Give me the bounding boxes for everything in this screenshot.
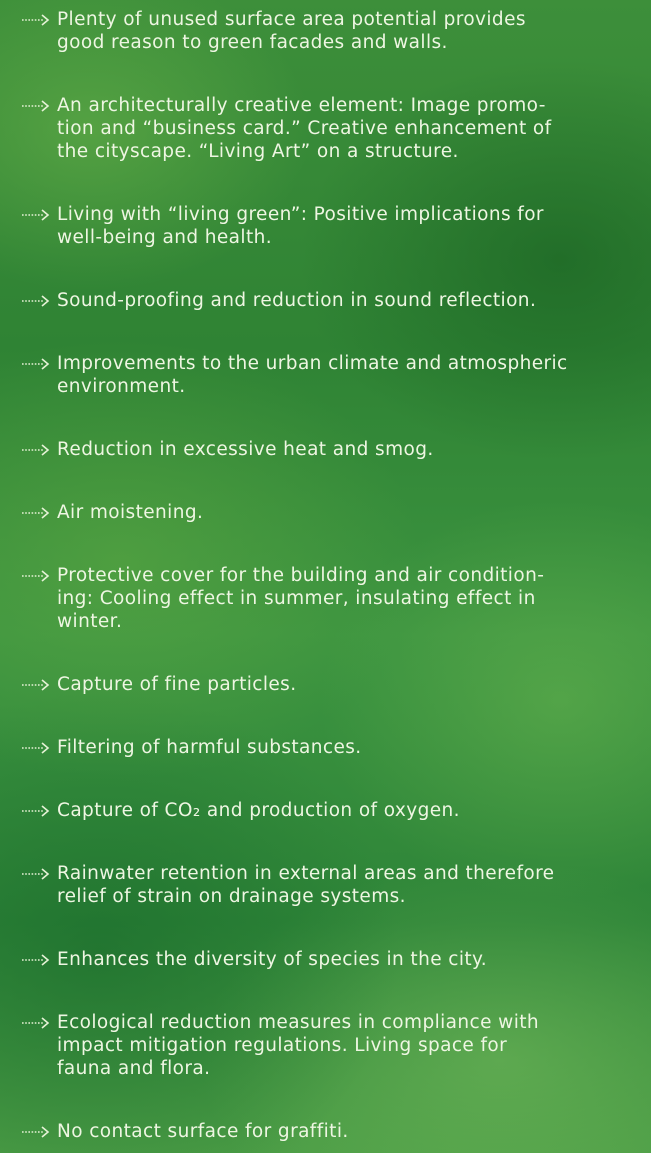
text-line: Protective cover for the building and ai… (57, 564, 544, 587)
list-item: Improvements to the urban climate and at… (0, 352, 651, 398)
list-item: No contact surface for graffiti. (0, 1120, 651, 1143)
arrow-icon (0, 564, 57, 587)
arrow-icon (0, 352, 57, 375)
item-text: Capture of CO₂ and production of oxygen. (57, 799, 460, 822)
text-line: Rainwater retention in external areas an… (57, 862, 554, 885)
item-text: Improvements to the urban climate and at… (57, 352, 568, 398)
text-line: No contact surface for graffiti. (57, 1120, 349, 1143)
item-text: Protective cover for the building and ai… (57, 564, 544, 633)
text-line: Reduction in excessive heat and smog. (57, 438, 434, 461)
arrow-icon (0, 94, 57, 117)
list-item: Protective cover for the building and ai… (0, 564, 651, 633)
list-item: Enhances the diversity of species in the… (0, 948, 651, 971)
arrow-icon (0, 736, 57, 759)
text-line: Capture of fine particles. (57, 673, 296, 696)
list-item: Ecological reduction measures in complia… (0, 1011, 651, 1080)
text-line: Living with “living green”: Positive imp… (57, 203, 544, 226)
text-line: Air moistening. (57, 501, 203, 524)
item-text: Plenty of unused surface area potential … (57, 8, 526, 54)
text-line: the cityscape. “Living Art” on a structu… (57, 140, 552, 163)
text-line: Improvements to the urban climate and at… (57, 352, 568, 375)
text-line: Sound-proofing and reduction in sound re… (57, 289, 536, 312)
item-text: Capture of fine particles. (57, 673, 296, 696)
item-text: Sound-proofing and reduction in sound re… (57, 289, 536, 312)
text-line: impact mitigation regulations. Living sp… (57, 1034, 539, 1057)
text-line: winter. (57, 610, 544, 633)
arrow-icon (0, 8, 57, 31)
arrow-icon (0, 438, 57, 461)
item-text: Rainwater retention in external areas an… (57, 862, 554, 908)
list-item: Living with “living green”: Positive imp… (0, 203, 651, 249)
arrow-icon (0, 948, 57, 971)
text-line: An architecturally creative element: Ima… (57, 94, 552, 117)
item-text: No contact surface for graffiti. (57, 1120, 349, 1143)
arrow-icon (0, 501, 57, 524)
text-line: Capture of CO₂ and production of oxygen. (57, 799, 460, 822)
list-item: Plenty of unused surface area potential … (0, 8, 651, 54)
arrow-icon (0, 862, 57, 885)
text-line: Enhances the diversity of species in the… (57, 948, 487, 971)
list-item: Capture of fine particles. (0, 673, 651, 696)
list-item: Capture of CO₂ and production of oxygen. (0, 799, 651, 822)
list-item: Reduction in excessive heat and smog. (0, 438, 651, 461)
text-line: relief of strain on drainage systems. (57, 885, 554, 908)
item-text: Reduction in excessive heat and smog. (57, 438, 434, 461)
text-line: Plenty of unused surface area potential … (57, 8, 526, 31)
text-line: environment. (57, 375, 568, 398)
list-item: Rainwater retention in external areas an… (0, 862, 651, 908)
item-text: Living with “living green”: Positive imp… (57, 203, 544, 249)
text-line: Filtering of harmful substances. (57, 736, 362, 759)
item-text: Air moistening. (57, 501, 203, 524)
item-text: An architecturally creative element: Ima… (57, 94, 552, 163)
item-text: Filtering of harmful substances. (57, 736, 362, 759)
text-line: tion and “business card.” Creative enhan… (57, 117, 552, 140)
arrow-icon (0, 673, 57, 696)
text-line: good reason to green facades and walls. (57, 31, 526, 54)
item-text: Ecological reduction measures in complia… (57, 1011, 539, 1080)
page: Plenty of unused surface area potential … (0, 0, 651, 1153)
text-line: fauna and flora. (57, 1057, 539, 1080)
list-item: Air moistening. (0, 501, 651, 524)
list-item: Filtering of harmful substances. (0, 736, 651, 759)
arrow-icon (0, 1120, 57, 1143)
list-item: Sound-proofing and reduction in sound re… (0, 289, 651, 312)
text-line: well-being and health. (57, 226, 544, 249)
text-line: Ecological reduction measures in complia… (57, 1011, 539, 1034)
arrow-icon (0, 799, 57, 822)
arrow-icon (0, 203, 57, 226)
list-item: An architecturally creative element: Ima… (0, 94, 651, 163)
arrow-icon (0, 1011, 57, 1034)
arrow-icon (0, 289, 57, 312)
item-text: Enhances the diversity of species in the… (57, 948, 487, 971)
text-line: ing: Cooling effect in summer, insulatin… (57, 587, 544, 610)
